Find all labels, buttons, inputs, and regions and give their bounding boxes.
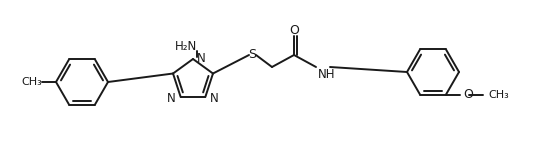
Text: H₂N: H₂N: [175, 40, 197, 53]
Text: N: N: [167, 92, 176, 105]
Text: N: N: [210, 92, 219, 105]
Text: O: O: [463, 88, 473, 101]
Text: CH₃: CH₃: [21, 77, 42, 87]
Text: N: N: [197, 52, 206, 66]
Text: O: O: [289, 24, 299, 37]
Text: CH₃: CH₃: [488, 90, 509, 100]
Text: NH: NH: [318, 68, 335, 81]
Text: S: S: [248, 49, 256, 61]
